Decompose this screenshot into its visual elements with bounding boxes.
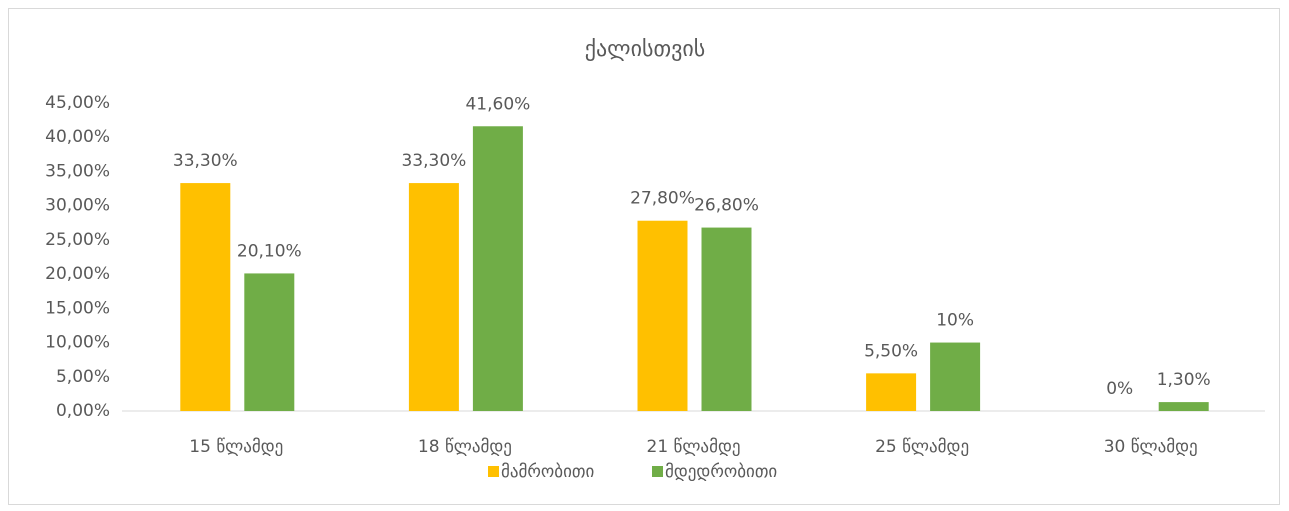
data-label: 0% xyxy=(1106,379,1133,399)
y-tick-label: 25,00% xyxy=(45,230,110,250)
y-tick-label: 30,00% xyxy=(45,196,110,216)
data-label: 27,80% xyxy=(630,189,695,209)
x-tick-label: 21 წლამდე xyxy=(647,437,741,457)
y-tick-label: 35,00% xyxy=(45,161,110,181)
bar xyxy=(408,183,459,411)
data-label: 10% xyxy=(936,311,974,331)
data-label: 41,60% xyxy=(465,94,530,114)
bar xyxy=(1158,402,1209,411)
x-tick-label: 25 წლამდე xyxy=(875,437,969,457)
bar xyxy=(244,273,295,411)
data-label: 26,80% xyxy=(694,196,759,216)
legend-swatch xyxy=(652,466,663,477)
bar xyxy=(180,183,231,411)
data-label: 33,30% xyxy=(401,151,466,171)
bar xyxy=(701,227,752,411)
bar xyxy=(637,220,688,411)
data-label: 5,50% xyxy=(864,341,918,361)
y-tick-label: 10,00% xyxy=(45,333,110,353)
data-label: 20,10% xyxy=(237,241,302,261)
x-tick-label: 30 წლამდე xyxy=(1104,437,1198,457)
y-tick-label: 45,00% xyxy=(45,93,110,113)
chart-title: ქალისთვის xyxy=(585,37,706,62)
x-tick-label: 18 წლამდე xyxy=(418,437,512,457)
data-label: 1,30% xyxy=(1157,370,1211,390)
x-tick-label: 15 წლამდე xyxy=(189,437,283,457)
y-tick-label: 15,00% xyxy=(45,298,110,318)
y-tick-label: 40,00% xyxy=(45,127,110,147)
legend-label: მამრობითი xyxy=(501,462,594,482)
bar xyxy=(930,342,981,411)
y-tick-label: 0,00% xyxy=(56,401,110,421)
y-tick-label: 5,00% xyxy=(56,367,110,387)
bar xyxy=(866,373,917,411)
bar xyxy=(472,126,523,411)
legend-swatch xyxy=(488,466,499,477)
data-label: 33,30% xyxy=(173,151,238,171)
legend-label: მდედრობითი xyxy=(665,462,777,482)
y-tick-label: 20,00% xyxy=(45,264,110,284)
